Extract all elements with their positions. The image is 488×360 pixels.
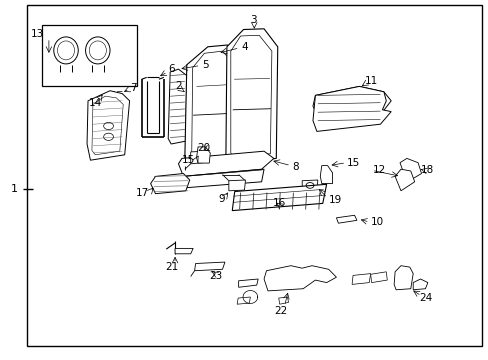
Text: 15: 15 [346,158,360,168]
Text: 8: 8 [292,162,299,172]
Text: 20: 20 [197,143,210,153]
Polygon shape [168,69,186,144]
Text: 14: 14 [88,98,102,108]
Ellipse shape [54,37,78,64]
Polygon shape [278,297,288,304]
Text: 11: 11 [364,76,378,86]
Polygon shape [194,262,224,271]
Polygon shape [312,86,390,131]
Polygon shape [312,86,390,121]
Text: 2: 2 [175,81,182,91]
Polygon shape [237,297,250,304]
Polygon shape [184,45,239,169]
Text: 19: 19 [328,195,341,205]
Ellipse shape [58,41,74,60]
Text: 4: 4 [241,42,247,52]
Polygon shape [264,266,336,291]
Polygon shape [399,158,421,179]
Bar [41,25,137,86]
Polygon shape [225,29,277,164]
Text: 10: 10 [370,217,383,228]
Polygon shape [150,174,189,194]
Polygon shape [228,180,245,191]
Polygon shape [232,184,326,211]
Text: 6: 6 [167,64,174,74]
Polygon shape [393,266,412,290]
Text: 13: 13 [31,29,44,39]
Text: 15: 15 [181,155,194,165]
Text: 9: 9 [218,194,224,204]
Polygon shape [195,53,224,148]
Polygon shape [320,166,332,184]
Polygon shape [302,180,317,191]
Polygon shape [336,215,356,223]
Polygon shape [180,169,264,188]
Text: 5: 5 [202,60,208,70]
Polygon shape [230,35,271,158]
Text: 3: 3 [249,15,256,25]
Ellipse shape [89,41,106,60]
Polygon shape [394,169,414,191]
Text: 24: 24 [418,293,431,303]
Text: 12: 12 [372,165,385,175]
Text: 22: 22 [274,306,287,316]
Text: 16: 16 [272,198,286,208]
Polygon shape [178,151,273,176]
Polygon shape [191,51,232,164]
Polygon shape [175,248,193,254]
Text: 17: 17 [136,188,149,198]
Polygon shape [190,151,204,164]
Polygon shape [196,147,210,163]
Text: 1: 1 [11,184,18,194]
Ellipse shape [85,37,110,64]
Text: 7: 7 [129,83,136,93]
Polygon shape [370,272,386,283]
Polygon shape [238,279,258,287]
Text: 23: 23 [209,271,223,281]
Polygon shape [87,91,129,160]
Polygon shape [351,274,370,284]
Text: 18: 18 [420,165,434,175]
Polygon shape [92,96,123,155]
Text: 21: 21 [165,262,179,272]
Polygon shape [412,279,427,290]
